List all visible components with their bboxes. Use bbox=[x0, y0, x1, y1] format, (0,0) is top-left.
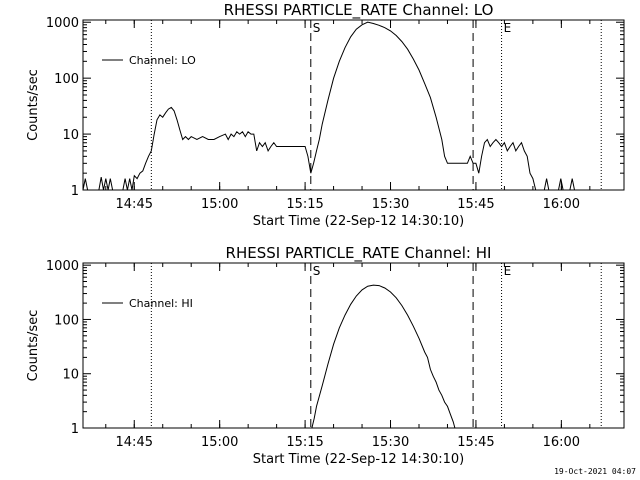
panel-1-xtick-label: 14:45 bbox=[116, 197, 153, 212]
panel-1-marker-label: S bbox=[313, 21, 321, 35]
panel-2-xtick-label: 14:45 bbox=[116, 435, 153, 450]
panel-1-xtick-label: 16:00 bbox=[543, 197, 580, 212]
panel-1-ytick-label: 1000 bbox=[46, 16, 79, 31]
panel-2-ytick-label: 100 bbox=[54, 313, 79, 328]
panel-1-xtick-label: 15:00 bbox=[201, 197, 238, 212]
panel-2-series-line bbox=[311, 284, 456, 429]
panel-2-title: RHESSI PARTICLE_RATE Channel: HI bbox=[226, 244, 492, 263]
panel-1-xtick-label: 15:15 bbox=[286, 197, 323, 212]
panel-2-ytick-label: 1000 bbox=[46, 259, 79, 274]
panel-2-xlabel: Start Time (22-Sep-12 14:30:10) bbox=[253, 452, 464, 467]
panel-2-xtick-label: 15:45 bbox=[457, 435, 494, 450]
panel-2-ytick-label: 10 bbox=[62, 368, 79, 383]
panel-2-marker-label: E bbox=[504, 264, 512, 278]
panel-1-ytick-label: 100 bbox=[54, 72, 79, 87]
panel-2-ylabel: Counts/sec bbox=[26, 310, 41, 382]
panel-1-xtick-label: 15:30 bbox=[372, 197, 409, 212]
panel-1-ylabel: Counts/sec bbox=[26, 69, 41, 141]
panel-2-xtick-label: 16:00 bbox=[543, 435, 580, 450]
panel-1-marker-label: E bbox=[504, 21, 512, 35]
panel-1-frame bbox=[82, 19, 625, 191]
panel-1-xlabel: Start Time (22-Sep-12 14:30:10) bbox=[253, 214, 464, 229]
panel-2-xtick-label: 15:00 bbox=[201, 435, 238, 450]
panel-2-xtick-label: 15:15 bbox=[286, 435, 323, 450]
panel-2-frame bbox=[82, 262, 625, 429]
panel-2-ytick-label: 1 bbox=[71, 422, 79, 437]
panel-2-legend-label: Channel: HI bbox=[129, 297, 193, 310]
panel-1-title: RHESSI PARTICLE_RATE Channel: LO bbox=[224, 1, 494, 20]
panel-1-legend-label: Channel: LO bbox=[129, 54, 196, 67]
panel-1-series-line bbox=[82, 21, 575, 191]
panel-2-xtick-label: 15:30 bbox=[372, 435, 409, 450]
panel-1-xtick-label: 15:45 bbox=[457, 197, 494, 212]
panel-2-marker-label: S bbox=[313, 264, 321, 278]
panel-1-ytick-label: 10 bbox=[62, 128, 79, 143]
timestamp-footer: 19-Oct-2021 04:07 bbox=[554, 467, 636, 476]
panel-1-ytick-label: 1 bbox=[71, 184, 79, 199]
